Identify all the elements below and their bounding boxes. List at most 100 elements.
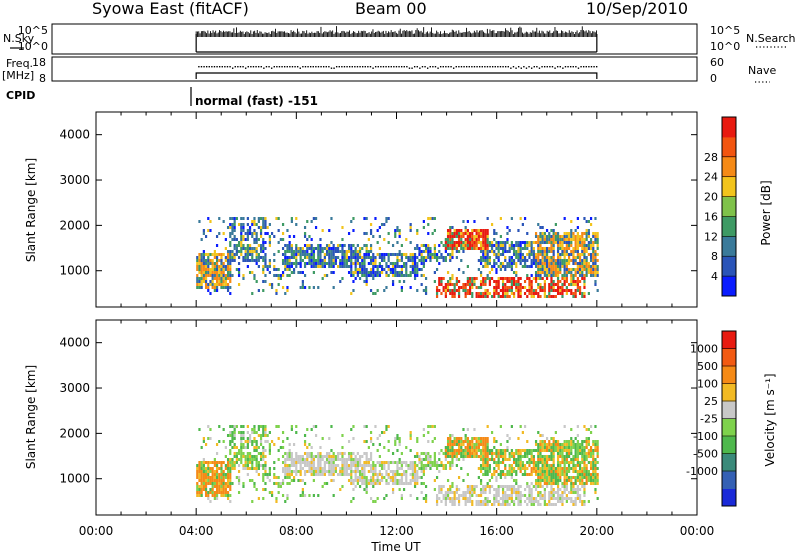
- range-gate-cell: [543, 250, 546, 253]
- range-gate-cell: [220, 256, 223, 259]
- range-gate-cell: [284, 464, 287, 467]
- range-gate-cell: [242, 259, 245, 262]
- range-gate-cell: [475, 455, 478, 458]
- range-gate-cell: [411, 259, 414, 262]
- range-gate-cell: [253, 455, 256, 458]
- range-gate-cell: [583, 286, 586, 289]
- range-gate-cell: [559, 446, 562, 449]
- range-gate-cell: [317, 262, 320, 265]
- range-gate-cell: [235, 452, 238, 455]
- range-gate-cell: [394, 235, 397, 238]
- range-gate-cell: [563, 455, 566, 458]
- range-gate-cell: [200, 268, 203, 271]
- range-gate-cell: [548, 295, 551, 298]
- range-gate-cell: [471, 491, 474, 494]
- range-gate-cell: [442, 494, 445, 497]
- range-gate-cell: [548, 256, 551, 259]
- range-gate-cell: [471, 292, 474, 295]
- range-gate-cell: [479, 295, 483, 298]
- range-gate-cell: [233, 464, 236, 467]
- range-gate-cell: [444, 238, 447, 241]
- range-gate-cell: [479, 292, 483, 295]
- range-gate-cell: [251, 220, 254, 223]
- range-gate-cell: [585, 479, 588, 482]
- range-gate-cell: [523, 259, 527, 262]
- range-gate-cell: [464, 232, 467, 235]
- range-gate-cell: [391, 470, 395, 473]
- range-gate-cell: [539, 286, 542, 289]
- range-gate-cell: [589, 461, 593, 464]
- range-gate-cell: [409, 286, 412, 289]
- range-gate-cell: [490, 458, 494, 461]
- range-gate-cell: [455, 232, 458, 235]
- range-gate-cell: [343, 259, 346, 262]
- range-gate-cell: [317, 452, 320, 455]
- range-gate-cell: [207, 437, 210, 440]
- range-gate-cell: [407, 274, 410, 277]
- range-gate-cell: [325, 244, 329, 247]
- range-gate-cell: [570, 476, 573, 479]
- range-gate-cell: [574, 268, 577, 271]
- range-gate-cell: [369, 229, 373, 232]
- range-gate-cell: [255, 470, 258, 473]
- range-gate-cell: [301, 458, 304, 461]
- range-gate-cell: [583, 461, 586, 464]
- range-gate-cell: [213, 464, 216, 467]
- range-gate-cell: [363, 268, 366, 271]
- range-gate-cell: [286, 467, 289, 470]
- range-gate-cell: [242, 244, 245, 247]
- range-gate-cell: [218, 253, 221, 256]
- range-gate-cell: [567, 253, 571, 256]
- range-gate-cell: [510, 488, 513, 491]
- range-gate-cell: [229, 253, 232, 256]
- range-gate-cell: [493, 229, 496, 232]
- range-gate-cell: [310, 265, 313, 268]
- range-gate-cell: [585, 437, 588, 440]
- range-gate-cell: [209, 253, 212, 256]
- range-gate-cell: [248, 226, 252, 229]
- range-gate-cell: [576, 268, 579, 271]
- range-gate-cell: [583, 268, 586, 271]
- range-gate-cell: [477, 443, 480, 446]
- range-gate-cell: [541, 476, 544, 479]
- range-gate-cell: [200, 280, 203, 283]
- range-gate-cell: [339, 470, 342, 473]
- range-gate-cell: [248, 244, 252, 247]
- range-gate-cell: [429, 253, 432, 256]
- nave-dot: [247, 66, 249, 68]
- range-gate-cell: [559, 238, 562, 241]
- range-gate-cell: [321, 473, 324, 476]
- range-gate-cell: [361, 455, 364, 458]
- range-gate-cell: [559, 479, 562, 482]
- range-gate-cell: [369, 467, 373, 470]
- range-gate-cell: [198, 259, 201, 262]
- range-gate-cell: [581, 277, 584, 280]
- range-gate-cell: [490, 476, 494, 479]
- range-gate-cell: [281, 286, 285, 289]
- range-gate-cell: [534, 277, 538, 280]
- range-gate-cell: [543, 265, 546, 268]
- range-gate-cell: [587, 440, 590, 443]
- range-gate-cell: [515, 479, 518, 482]
- range-gate-cell: [482, 464, 485, 467]
- range-gate-cell: [504, 452, 507, 455]
- range-gate-cell: [596, 232, 599, 235]
- range-gate-cell: [398, 443, 401, 446]
- range-gate-cell: [416, 470, 419, 473]
- range-gate-cell: [528, 458, 531, 461]
- range-gate-cell: [330, 473, 333, 476]
- range-gate-cell: [255, 238, 258, 241]
- range-gate-cell: [365, 232, 368, 235]
- range-gate-cell: [528, 449, 531, 452]
- range-gate-cell: [391, 461, 395, 464]
- range-gate-cell: [427, 223, 430, 226]
- range-gate-cell: [501, 500, 505, 503]
- y-tick-label: 4000: [59, 336, 90, 350]
- range-gate-cell: [416, 244, 419, 247]
- range-gate-cell: [420, 491, 423, 494]
- range-gate-cell: [574, 446, 577, 449]
- range-gate-cell: [259, 247, 263, 250]
- range-gate-cell: [444, 259, 447, 262]
- range-gate-cell: [372, 259, 375, 262]
- range-gate-cell: [224, 455, 227, 458]
